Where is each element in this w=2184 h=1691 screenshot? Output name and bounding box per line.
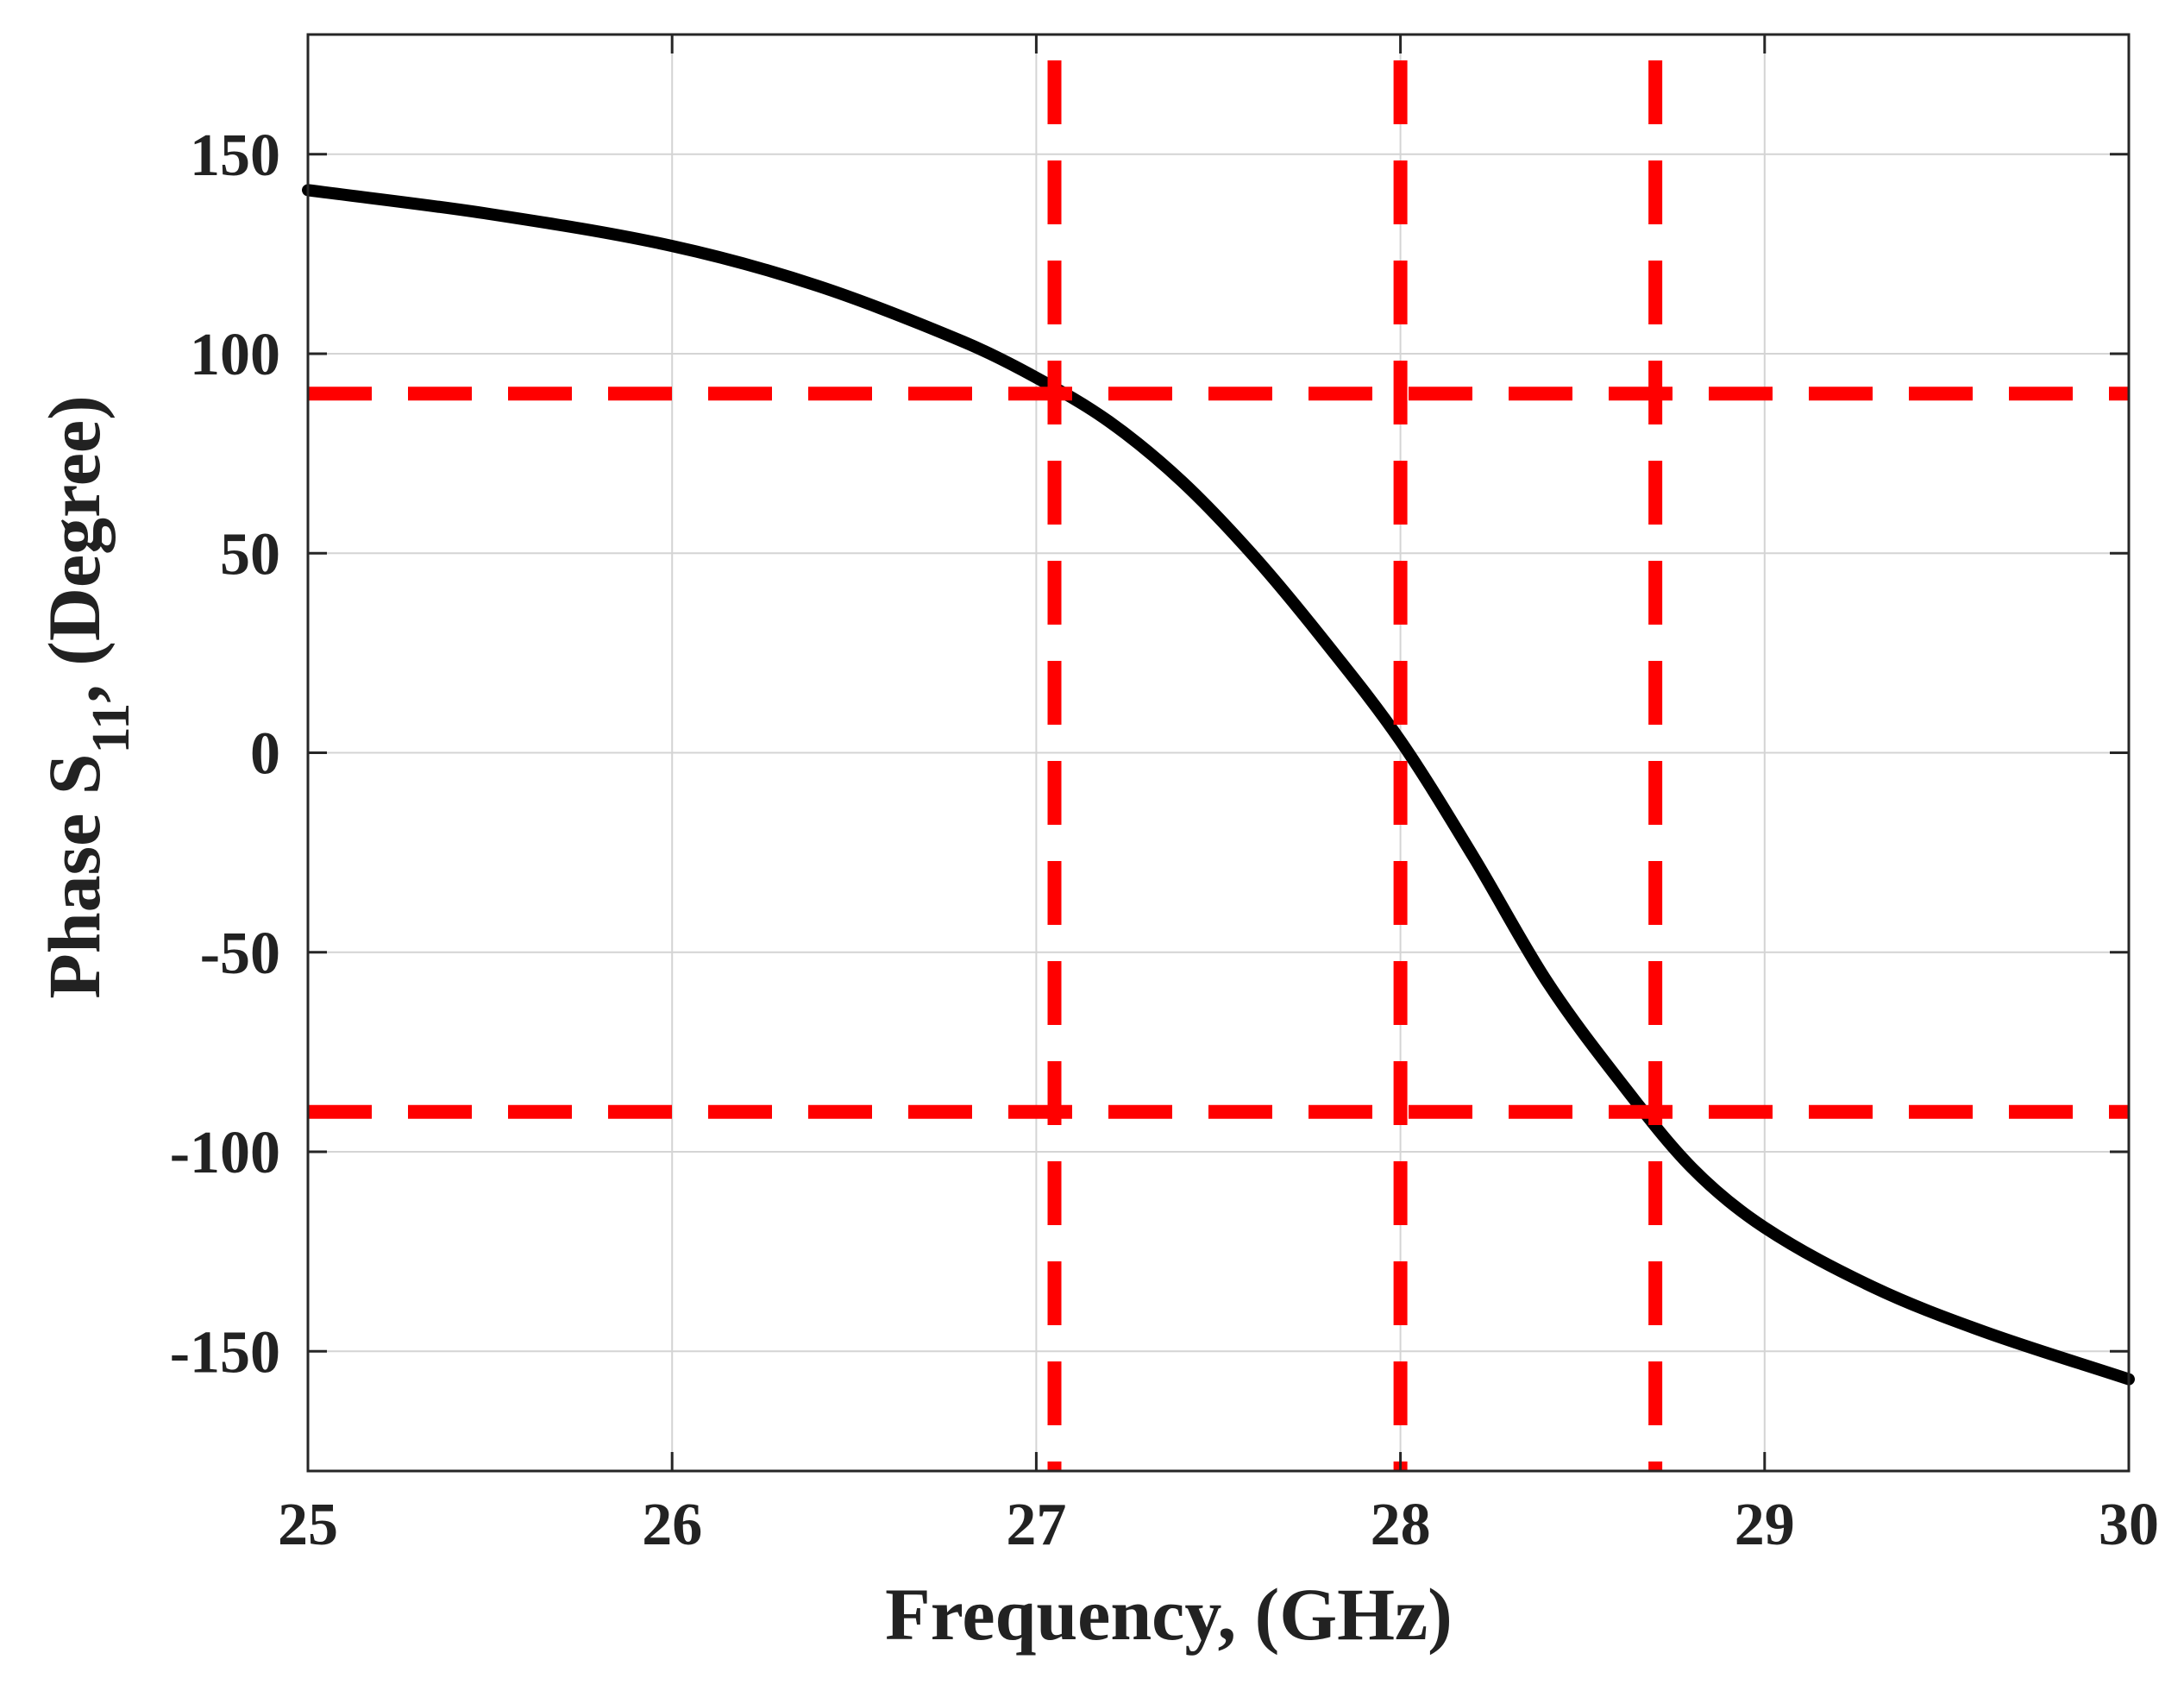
y-axis-title-suffix: , (Degree) xyxy=(33,395,116,703)
y-tick-labels: -150 -100 -50 0 50 100 150 xyxy=(170,123,280,1386)
reference-lines xyxy=(308,60,2129,1471)
x-tick-label: 30 xyxy=(2099,1492,2159,1558)
phase-s11-series-line xyxy=(302,184,2135,1386)
y-tick-label: -50 xyxy=(200,921,280,987)
y-tick-label: -100 xyxy=(170,1120,280,1186)
x-tick-label: 29 xyxy=(1735,1492,1795,1558)
x-tick-label: 27 xyxy=(1006,1492,1066,1558)
y-axis-title-subscript: 11 xyxy=(82,703,141,754)
series-group xyxy=(302,184,2135,1386)
x-tick-label: 25 xyxy=(278,1492,338,1558)
x-axis-title: Frequency, (GHz) xyxy=(885,1573,1453,1656)
tick-marks xyxy=(306,35,2131,1471)
y-tick-label: 50 xyxy=(220,521,280,588)
y-axis-title-prefix: Phase S xyxy=(33,753,116,998)
y-tick-label: 100 xyxy=(190,322,280,388)
x-tick-label: 26 xyxy=(642,1492,702,1558)
y-tick-label: 0 xyxy=(250,721,280,788)
x-tick-labels: 25 26 27 28 29 30 xyxy=(278,1492,2159,1558)
y-tick-label: 150 xyxy=(190,123,280,189)
y-axis-title: Phase S11, (Degree) xyxy=(33,395,141,998)
y-tick-label: -150 xyxy=(170,1319,280,1386)
x-tick-label: 28 xyxy=(1371,1492,1431,1558)
